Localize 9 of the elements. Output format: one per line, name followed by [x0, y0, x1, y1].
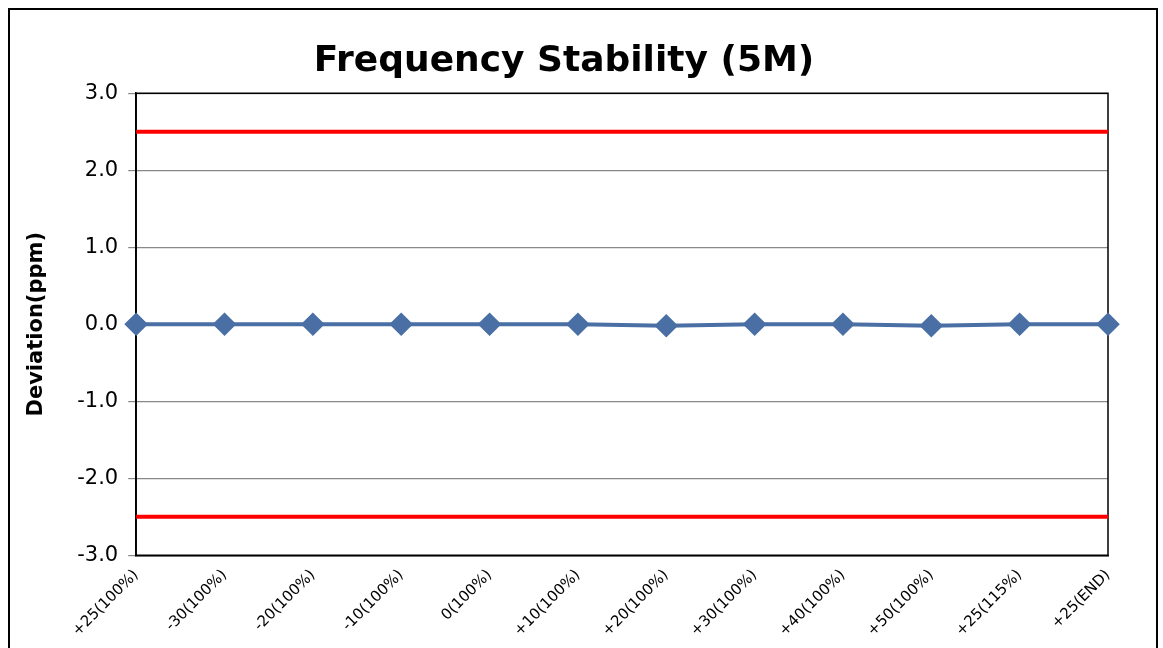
- y-tick-label: -3.0: [77, 541, 119, 566]
- y-tick-label: 3.0: [84, 79, 119, 104]
- y-axis-title: Deviation(ppm): [23, 231, 48, 417]
- y-tick-label: -2.0: [77, 464, 119, 489]
- y-tick-label: 2.0: [84, 156, 119, 181]
- y-tick-label: 0.0: [84, 310, 119, 335]
- y-tick-label: 1.0: [84, 233, 119, 258]
- chart-title: Frequency Stability (5M): [313, 37, 815, 79]
- y-tick-label: -1.0: [77, 387, 119, 412]
